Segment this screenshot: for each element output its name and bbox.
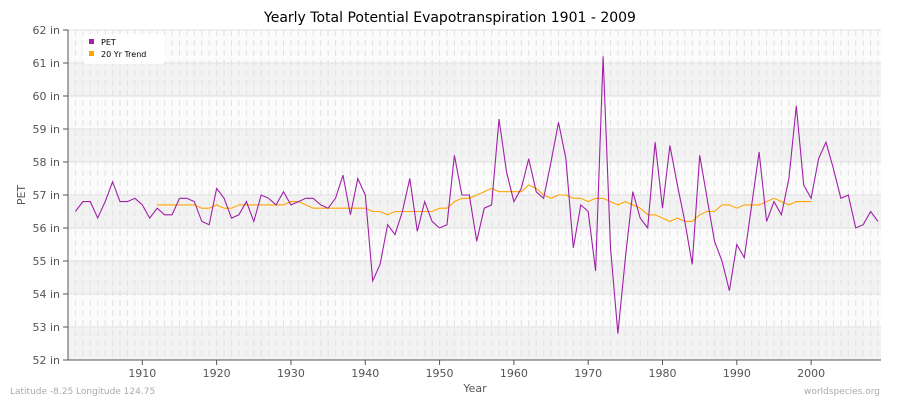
legend-swatch-trend	[89, 51, 94, 56]
x-tick-label: 2000	[797, 367, 825, 380]
grid-band	[68, 129, 881, 162]
grid-band	[68, 63, 881, 96]
pet-series-line	[74, 56, 879, 334]
y-tick-label: 54 in	[32, 288, 60, 301]
legend-label-pet: PET	[101, 38, 116, 47]
x-tick-label: 1990	[723, 367, 751, 380]
y-tick-label: 62 in	[32, 24, 60, 37]
x-tick-label: 1940	[351, 367, 379, 380]
source-label: worldspecies.org	[804, 387, 880, 397]
legend: PET 20 Yr Trend	[83, 34, 165, 64]
grid-band	[68, 327, 881, 360]
x-tick-label: 1980	[649, 367, 677, 380]
location-label: Latitude -8.25 Longitude 124.75	[10, 387, 155, 397]
y-tick-label: 57 in	[32, 189, 60, 202]
y-tick-label: 55 in	[32, 255, 60, 268]
y-tick-label: 60 in	[32, 90, 60, 103]
trend-series-line	[157, 184, 812, 223]
x-tick-label: 1950	[426, 367, 454, 380]
y-axis-label: PET	[15, 185, 28, 206]
x-tick-label: 1920	[203, 367, 231, 380]
y-tick-label: 59 in	[32, 123, 60, 136]
y-tick-label: 61 in	[32, 57, 60, 70]
x-axis-label: Year	[462, 382, 487, 395]
x-tick-label: 1930	[277, 367, 305, 380]
y-tick-label: 56 in	[32, 222, 60, 235]
y-tick-label: 52 in	[32, 354, 60, 367]
chart-title: Yearly Total Potential Evapotranspiratio…	[263, 10, 636, 26]
x-tick-label: 1910	[128, 367, 156, 380]
y-tick-label: 53 in	[32, 321, 60, 334]
legend-label-trend: 20 Yr Trend	[101, 50, 146, 59]
legend-swatch-pet	[89, 39, 94, 44]
x-tick-label: 1970	[574, 367, 602, 380]
x-tick-label: 1960	[500, 367, 528, 380]
grid-band	[68, 261, 881, 294]
y-tick-label: 58 in	[32, 156, 60, 169]
